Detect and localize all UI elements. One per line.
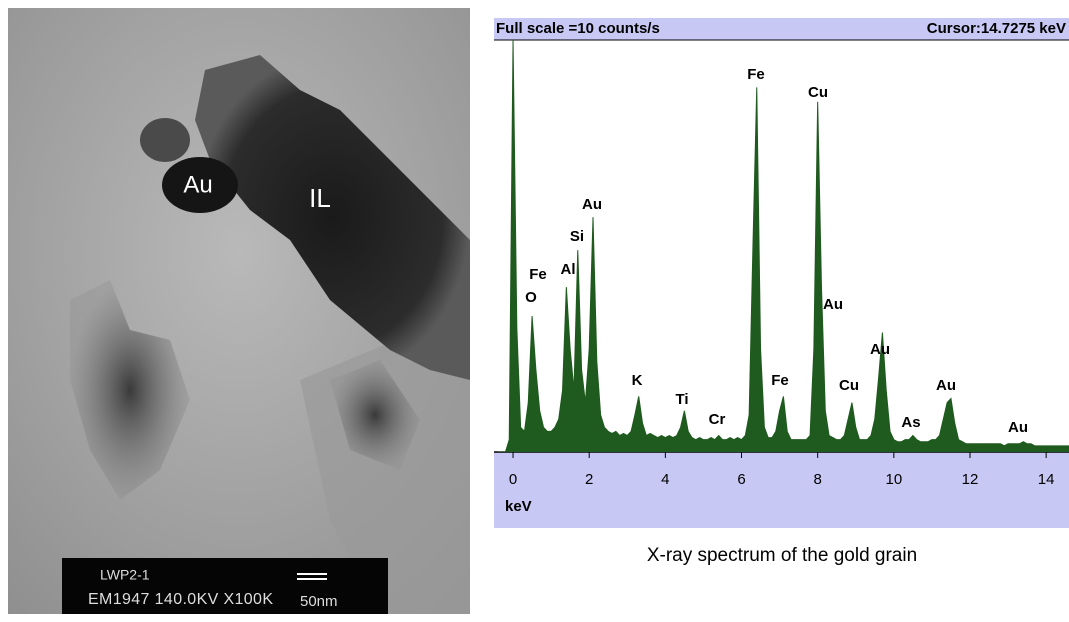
scale-bar-text: 50nm <box>300 593 338 610</box>
peak-label: K <box>632 372 643 389</box>
peak-label: Au <box>870 341 890 358</box>
micrograph-label: Au <box>183 171 212 198</box>
x-tick-label: 2 <box>585 471 593 488</box>
figure-svg: Au IL LWP2-1 EM1947 140.0KV X100K 50nm F… <box>0 0 1069 622</box>
scale-bar <box>297 573 327 575</box>
x-tick-label: 4 <box>661 471 669 488</box>
peak-label: Fe <box>529 266 547 283</box>
peak-label: As <box>901 414 920 431</box>
x-tick-label: 8 <box>814 471 822 488</box>
peak-label: Fe <box>771 372 789 389</box>
peak-label: Au <box>936 377 956 394</box>
cursor-readout: Cursor:14.7275 keV <box>927 20 1066 37</box>
peak-label: Au <box>582 196 602 213</box>
scale-bar-text: LWP2-1 <box>100 567 150 583</box>
x-tick-label: 12 <box>962 471 979 488</box>
peak-label: Fe <box>747 66 765 83</box>
axis-band <box>494 452 1069 528</box>
caption: X-ray spectrum of the gold grain <box>647 545 917 566</box>
peak-label: O <box>525 289 537 306</box>
peak-label: Ti <box>675 391 688 408</box>
peak-label: Au <box>823 296 843 313</box>
x-tick-label: 0 <box>509 471 517 488</box>
peak-label: Cu <box>808 84 828 101</box>
chart-title: Full scale =10 counts/s <box>496 20 660 37</box>
x-tick-label: 14 <box>1038 471 1055 488</box>
scale-bar <box>297 578 327 580</box>
x-tick-label: 10 <box>885 471 902 488</box>
peak-label: Cr <box>709 411 726 428</box>
peak-label: Cu <box>839 377 859 394</box>
micrograph: Au IL LWP2-1 EM1947 140.0KV X100K 50nm <box>8 8 470 614</box>
x-axis-label: keV <box>505 498 532 515</box>
peak-label: Si <box>570 228 584 245</box>
figure: Au IL LWP2-1 EM1947 140.0KV X100K 50nm F… <box>0 0 1069 622</box>
scale-bar-text: EM1947 140.0KV X100K <box>88 591 273 608</box>
peak-label: Al <box>561 261 576 278</box>
micrograph-label: IL <box>309 183 331 213</box>
x-tick-label: 6 <box>737 471 745 488</box>
peak-label: Au <box>1008 419 1028 436</box>
au-small <box>140 118 190 162</box>
